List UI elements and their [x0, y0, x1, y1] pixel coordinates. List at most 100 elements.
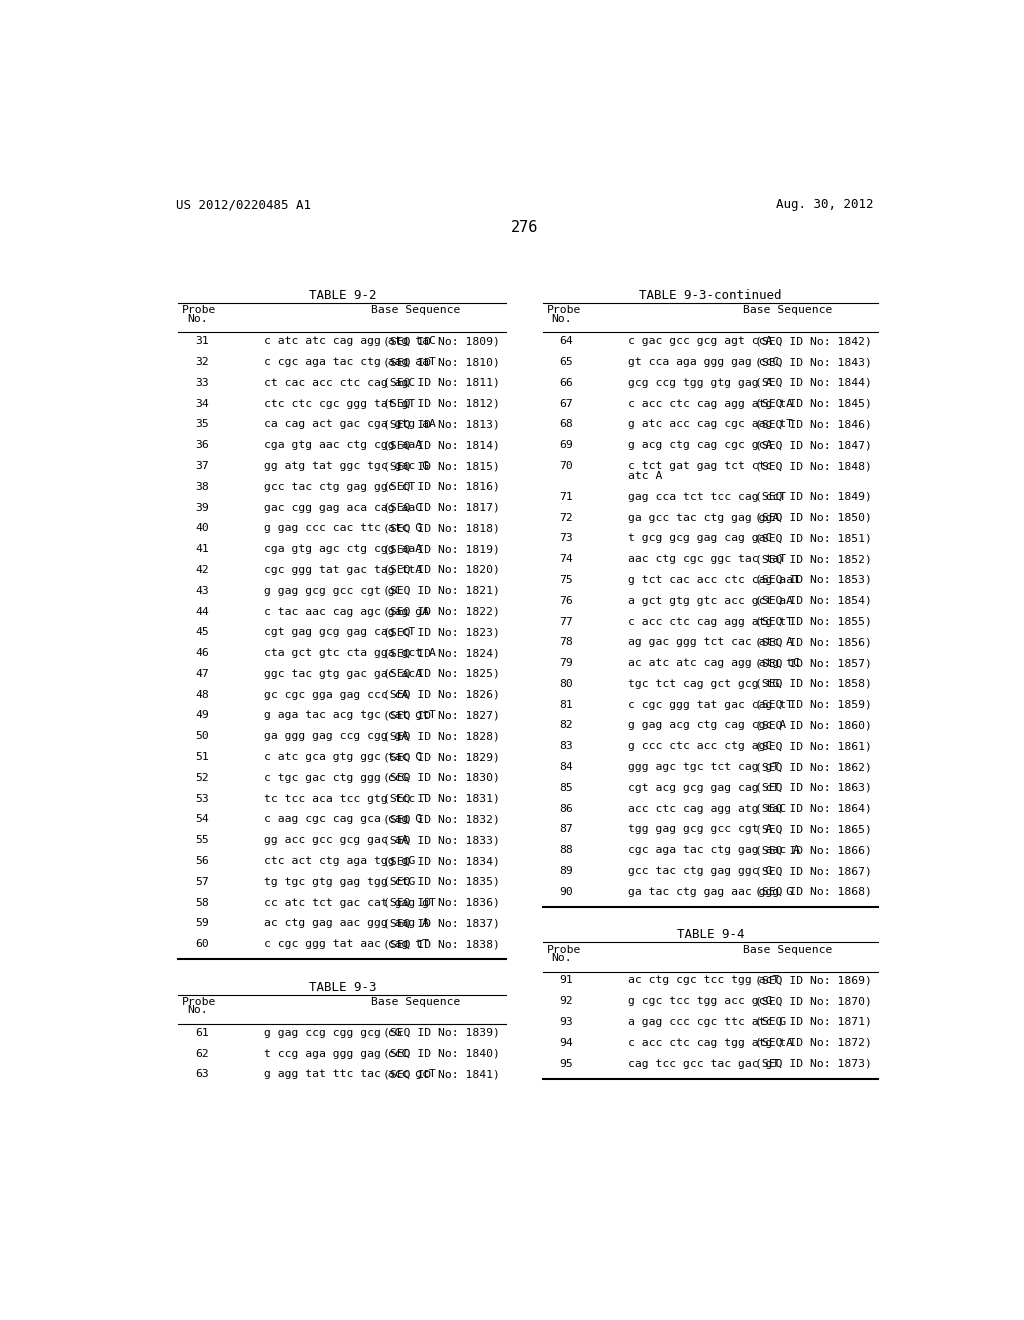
- Text: 32: 32: [196, 358, 209, 367]
- Text: aac ctg cgc ggc tac taT: aac ctg cgc ggc tac taT: [628, 554, 786, 564]
- Text: c cgc ggg tat gac cag tT: c cgc ggg tat gac cag tT: [628, 700, 793, 710]
- Text: (SEQ ID No: 1849): (SEQ ID No: 1849): [755, 492, 872, 502]
- Text: (SEQ ID No: 1856): (SEQ ID No: 1856): [755, 638, 872, 647]
- Text: (SEQ ID No: 1832): (SEQ ID No: 1832): [383, 814, 500, 825]
- Text: cag tcc gcc tac gac gT: cag tcc gcc tac gac gT: [628, 1059, 779, 1068]
- Text: Base Sequence: Base Sequence: [371, 305, 460, 315]
- Text: ca cag act gac cga gtg aA: ca cag act gac cga gtg aA: [263, 420, 435, 429]
- Text: (SEQ ID No: 1817): (SEQ ID No: 1817): [383, 503, 500, 512]
- Text: ct cac acc ctc cag agC: ct cac acc ctc cag agC: [263, 378, 415, 388]
- Text: 72: 72: [560, 512, 573, 523]
- Text: 83: 83: [560, 742, 573, 751]
- Text: 52: 52: [196, 774, 209, 783]
- Text: (SEQ ID No: 1864): (SEQ ID No: 1864): [755, 804, 872, 813]
- Text: 91: 91: [560, 975, 573, 985]
- Text: TABLE 9-2: TABLE 9-2: [308, 289, 376, 302]
- Text: ggg agc tgc tct cag gT: ggg agc tgc tct cag gT: [628, 762, 779, 772]
- Text: Aug. 30, 2012: Aug. 30, 2012: [776, 198, 873, 211]
- Text: c atc gca gtg ggc tac C: c atc gca gtg ggc tac C: [263, 752, 422, 762]
- Text: g gag acg ctg cag cgc A: g gag acg ctg cag cgc A: [628, 721, 786, 730]
- Text: gcg ccg tgg gtg gag A: gcg ccg tgg gtg gag A: [628, 378, 772, 388]
- Text: 87: 87: [560, 825, 573, 834]
- Text: (SEQ ID No: 1818): (SEQ ID No: 1818): [383, 524, 500, 533]
- Text: ac ctg gag aac ggg aag A: ac ctg gag aac ggg aag A: [263, 919, 429, 928]
- Text: (SEQ ID No: 1827): (SEQ ID No: 1827): [383, 710, 500, 721]
- Text: 86: 86: [560, 804, 573, 813]
- Text: 33: 33: [196, 378, 209, 388]
- Text: atc A: atc A: [628, 471, 663, 480]
- Text: (SEQ ID No: 1858): (SEQ ID No: 1858): [755, 678, 872, 689]
- Text: gg acc gcc gcg gac aA: gg acc gcc gcg gac aA: [263, 836, 408, 845]
- Text: (SEQ ID No: 1869): (SEQ ID No: 1869): [755, 975, 872, 985]
- Text: cga gtg aac ctg cgg aaA: cga gtg aac ctg cgg aaA: [263, 441, 422, 450]
- Text: gt cca aga ggg gag ccC: gt cca aga ggg gag ccC: [628, 358, 779, 367]
- Text: (SEQ ID No: 1838): (SEQ ID No: 1838): [383, 940, 500, 949]
- Text: Probe: Probe: [182, 305, 217, 315]
- Text: cgt gag gcg gag cag cT: cgt gag gcg gag cag cT: [263, 627, 415, 638]
- Text: 57: 57: [196, 876, 209, 887]
- Text: ctc ctc cgc ggg tat gT: ctc ctc cgc ggg tat gT: [263, 399, 415, 409]
- Text: gc cgc gga gag ccc cA: gc cgc gga gag ccc cA: [263, 689, 408, 700]
- Text: g ccc ctc acc ctg agC: g ccc ctc acc ctg agC: [628, 742, 772, 751]
- Text: gcc tac ctg gag ggc G: gcc tac ctg gag ggc G: [628, 866, 772, 876]
- Text: c acc ctc cag agg atg tT: c acc ctc cag agg atg tT: [628, 616, 793, 627]
- Text: c tac aac cag agc gag gA: c tac aac cag agc gag gA: [263, 607, 429, 616]
- Text: 46: 46: [196, 648, 209, 659]
- Text: 80: 80: [560, 678, 573, 689]
- Text: 38: 38: [196, 482, 209, 492]
- Text: No.: No.: [551, 314, 571, 323]
- Text: (SEQ ID No: 1836): (SEQ ID No: 1836): [383, 898, 500, 908]
- Text: ga tac ctg gag aac ggg G: ga tac ctg gag aac ggg G: [628, 887, 793, 896]
- Text: gcc tac ctg gag ggc cT: gcc tac ctg gag ggc cT: [263, 482, 415, 492]
- Text: c gac gcc gcg agt ccA: c gac gcc gcg agt ccA: [628, 337, 772, 346]
- Text: (SEQ ID No: 1859): (SEQ ID No: 1859): [755, 700, 872, 710]
- Text: gac cgg gag aca cag aaC: gac cgg gag aca cag aaC: [263, 503, 422, 512]
- Text: (SEQ ID No: 1822): (SEQ ID No: 1822): [383, 607, 500, 616]
- Text: (SEQ ID No: 1837): (SEQ ID No: 1837): [383, 919, 500, 928]
- Text: (SEQ ID No: 1813): (SEQ ID No: 1813): [383, 420, 500, 429]
- Text: TABLE 9-3: TABLE 9-3: [308, 981, 376, 994]
- Text: acc ctc cag agg atg taC: acc ctc cag agg atg taC: [628, 804, 786, 813]
- Text: 40: 40: [196, 524, 209, 533]
- Text: (SEQ ID No: 1819): (SEQ ID No: 1819): [383, 544, 500, 554]
- Text: (SEQ ID No: 1814): (SEQ ID No: 1814): [383, 441, 500, 450]
- Text: 76: 76: [560, 595, 573, 606]
- Text: c atc atc cag agg atg taC: c atc atc cag agg atg taC: [263, 337, 435, 346]
- Text: 81: 81: [560, 700, 573, 710]
- Text: Base Sequence: Base Sequence: [371, 997, 460, 1007]
- Text: (SEQ ID No: 1866): (SEQ ID No: 1866): [755, 845, 872, 855]
- Text: 95: 95: [560, 1059, 573, 1068]
- Text: c cgc aga tac ctg aag aaT: c cgc aga tac ctg aag aaT: [263, 358, 435, 367]
- Text: (SEQ ID No: 1841): (SEQ ID No: 1841): [383, 1069, 500, 1080]
- Text: 37: 37: [196, 461, 209, 471]
- Text: g tct cac acc ctc cag aaT: g tct cac acc ctc cag aaT: [628, 576, 800, 585]
- Text: 41: 41: [196, 544, 209, 554]
- Text: 35: 35: [196, 420, 209, 429]
- Text: g gag ccc cac ttc atc G: g gag ccc cac ttc atc G: [263, 524, 422, 533]
- Text: ga gcc tac ctg gag ggA: ga gcc tac ctg gag ggA: [628, 512, 779, 523]
- Text: g atc acc cag cgc aag tT: g atc acc cag cgc aag tT: [628, 420, 793, 429]
- Text: c acc ctc cag tgg atg tA: c acc ctc cag tgg atg tA: [628, 1038, 793, 1048]
- Text: 85: 85: [560, 783, 573, 793]
- Text: a gag ccc cgc ttc atc G: a gag ccc cgc ttc atc G: [628, 1016, 786, 1027]
- Text: (SEQ ID No: 1842): (SEQ ID No: 1842): [755, 337, 872, 346]
- Text: 53: 53: [196, 793, 209, 804]
- Text: (SEQ ID No: 1821): (SEQ ID No: 1821): [383, 586, 500, 595]
- Text: 94: 94: [560, 1038, 573, 1048]
- Text: 48: 48: [196, 689, 209, 700]
- Text: (SEQ ID No: 1865): (SEQ ID No: 1865): [755, 825, 872, 834]
- Text: (SEQ ID No: 1863): (SEQ ID No: 1863): [755, 783, 872, 793]
- Text: ac atc atc cag agg atg tC: ac atc atc cag agg atg tC: [628, 659, 800, 668]
- Text: (SEQ ID No: 1868): (SEQ ID No: 1868): [755, 887, 872, 896]
- Text: (SEQ ID No: 1851): (SEQ ID No: 1851): [755, 533, 872, 544]
- Text: 62: 62: [196, 1048, 209, 1059]
- Text: (SEQ ID No: 1870): (SEQ ID No: 1870): [755, 997, 872, 1006]
- Text: No.: No.: [187, 1006, 208, 1015]
- Text: 60: 60: [196, 940, 209, 949]
- Text: No.: No.: [187, 314, 208, 323]
- Text: TABLE 9-4: TABLE 9-4: [677, 928, 744, 941]
- Text: Base Sequence: Base Sequence: [742, 945, 831, 954]
- Text: 77: 77: [560, 616, 573, 627]
- Text: 55: 55: [196, 836, 209, 845]
- Text: 78: 78: [560, 638, 573, 647]
